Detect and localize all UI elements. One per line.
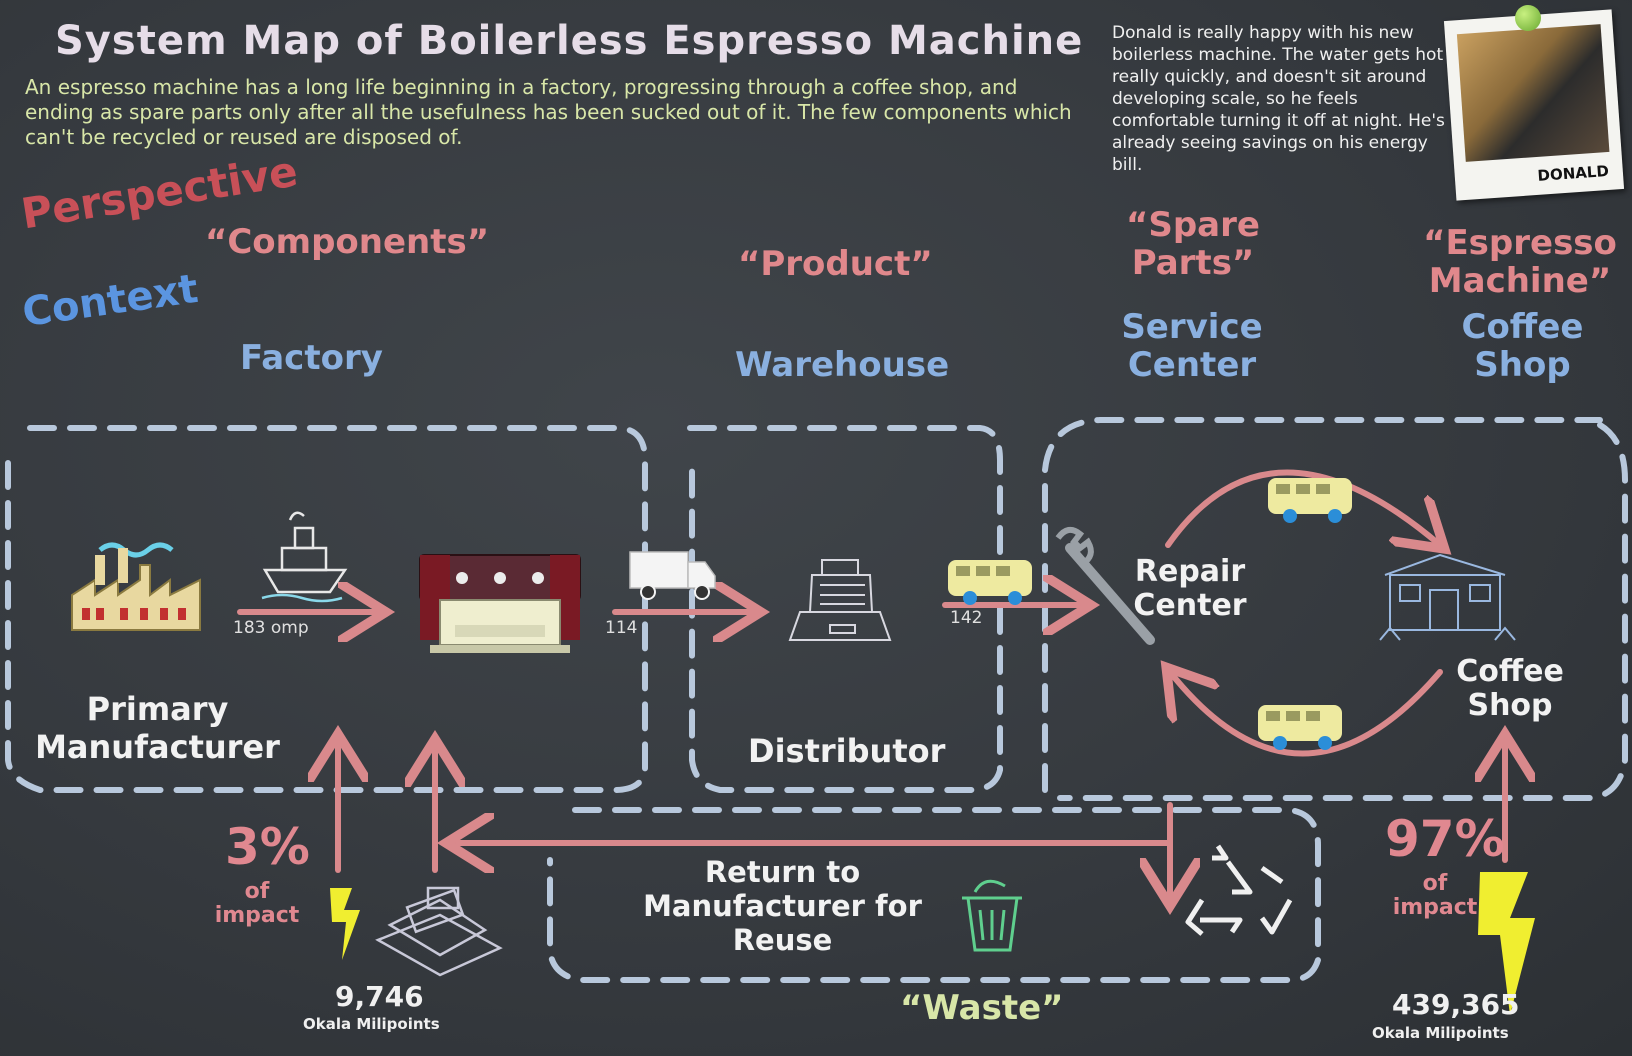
page-title: System Map of Boilerless Espresso Machin… xyxy=(55,18,1084,64)
lightning-icon xyxy=(330,888,360,960)
donald-photo: DONALD xyxy=(1443,9,1625,201)
cafe-icon xyxy=(1379,553,1516,641)
node-return-reuse: Return to Manufacturer for Reuse xyxy=(643,855,922,957)
flow-value-van: 142 xyxy=(950,608,983,628)
truck-icon xyxy=(629,551,716,600)
impact-label-use: of impact xyxy=(1392,871,1478,920)
donald-photo-image xyxy=(1456,24,1610,162)
flow-value-truck: 114 xyxy=(605,618,638,638)
van-icon xyxy=(948,560,1032,605)
impact-percent-use: 97% xyxy=(1385,810,1505,868)
recycle-icon xyxy=(1185,844,1293,936)
node-repair-center: Repair Center xyxy=(1133,554,1247,623)
node-primary-manufacturer: Primary Manufacturer xyxy=(35,690,280,766)
van-icon xyxy=(1268,478,1352,523)
context-service-center: Service Center xyxy=(1121,307,1263,385)
factory-boundary xyxy=(5,425,648,793)
perspective-waste: “Waste” xyxy=(900,988,1064,1028)
intro-text: An espresso machine has a long life begi… xyxy=(25,75,1072,149)
pushpin-icon xyxy=(1515,5,1541,31)
impact-points-manufacturing: 9,746 xyxy=(335,980,424,1013)
parts-pile-icon xyxy=(375,886,503,977)
perspective-product: “Product” xyxy=(738,244,933,284)
waste-boundary xyxy=(547,807,1321,983)
flow-arrows xyxy=(237,469,1505,901)
van-icon xyxy=(1258,705,1342,750)
context-boundaries xyxy=(5,417,1628,983)
cash-register-icon xyxy=(788,559,892,641)
context-factory: Factory xyxy=(240,338,383,378)
impact-unit-manufacturing: Okala Milipoints xyxy=(303,1015,440,1033)
donald-story: Donald is really happy with his new boil… xyxy=(1112,23,1445,175)
perspective-spare-parts: “Spare Parts” xyxy=(1126,205,1260,283)
node-distributor: Distributor xyxy=(748,732,946,770)
impact-label-manufacturing: of impact xyxy=(214,879,300,928)
impact-points-use: 439,365 xyxy=(1392,988,1520,1021)
lightning-icon xyxy=(1478,872,1535,1015)
arrow-shop-to-repair xyxy=(1170,672,1443,757)
node-coffee-shop: Coffee Shop xyxy=(1456,654,1564,723)
donald-photo-caption: DONALD xyxy=(1536,161,1610,185)
flow-value-ship: 183 omp xyxy=(233,618,309,638)
impact-unit-use: Okala Milipoints xyxy=(1372,1024,1509,1042)
espresso-machine-icon xyxy=(419,554,581,653)
factory-icon xyxy=(71,542,201,631)
ship-icon xyxy=(261,511,348,603)
warehouse-boundary xyxy=(687,425,1003,793)
perspective-components: “Components” xyxy=(205,222,490,262)
arrow-repair-to-shop xyxy=(1165,469,1440,546)
context-warehouse: Warehouse xyxy=(735,345,950,385)
coffee-shop-boundary xyxy=(1057,422,1628,801)
context-coffee-shop: Coffee Shop xyxy=(1461,307,1584,385)
impact-percent-manufacturing: 3% xyxy=(225,818,310,876)
perspective-espresso-machine: “Espresso Machine” xyxy=(1423,223,1617,301)
service-center-boundary xyxy=(1042,417,1603,793)
trash-can-icon xyxy=(962,879,1022,952)
wrench-icon xyxy=(1055,526,1155,645)
